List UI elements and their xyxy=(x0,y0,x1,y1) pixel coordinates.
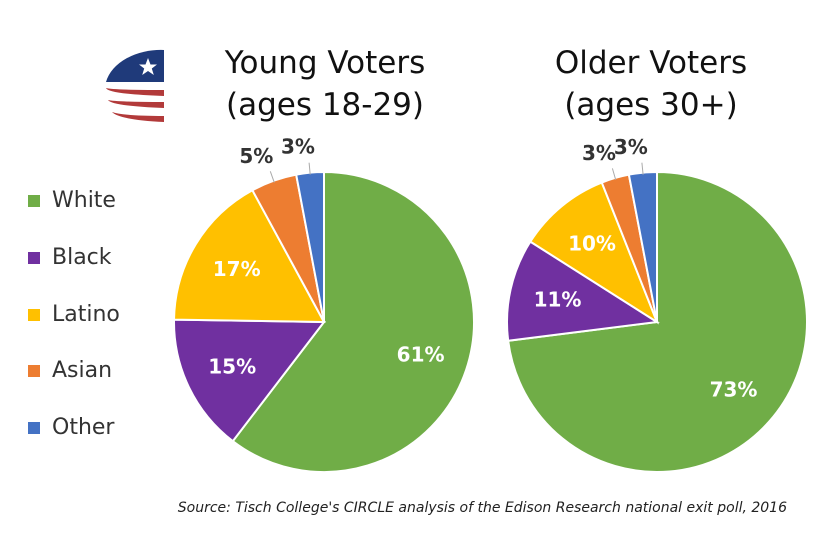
legend-swatch-black xyxy=(28,252,40,264)
pie-leader-line-young-other xyxy=(308,162,311,175)
star-flag-logo-icon xyxy=(106,49,164,122)
pie-slice-young-latino xyxy=(173,188,326,324)
legend-label-other: Other xyxy=(52,415,115,440)
chart-title-older-line-2: (ages 30+) xyxy=(564,87,738,123)
pie-leader-line-young-asian xyxy=(269,171,275,183)
pie-label-young-latino: 17% xyxy=(213,257,261,281)
legend-label-latino: Latino xyxy=(52,302,120,327)
pie-label-young-white: 61% xyxy=(397,343,445,367)
chart-title-older-line-1: Older Voters xyxy=(554,45,748,81)
legend-swatch-latino xyxy=(28,309,40,321)
pie-slice-young-black xyxy=(173,318,327,443)
legend-swatch-asian xyxy=(28,365,40,377)
legend-swatch-other xyxy=(28,422,40,434)
legend-label-asian: Asian xyxy=(52,358,113,383)
pie-label-young-black: 15% xyxy=(208,355,256,379)
legend-label-black: Black xyxy=(52,245,112,270)
legend-label-white: White xyxy=(52,188,116,213)
chart-title-young-line-1: Young Voters xyxy=(224,45,426,81)
pie-label-young-asian: 5% xyxy=(239,144,273,168)
chart-title-young: Young Voters (ages 18-29) xyxy=(170,42,480,126)
chart-title-older: Older Voters (ages 30+) xyxy=(496,42,806,126)
source-note: Source: Tisch College's CIRCLE analysis … xyxy=(177,500,787,516)
legend-swatch-white xyxy=(28,195,40,207)
pie-label-young-other: 3% xyxy=(281,135,315,159)
pie-slice-young-white xyxy=(231,170,475,473)
chart-title-young-line-2: (ages 18-29) xyxy=(225,87,425,123)
